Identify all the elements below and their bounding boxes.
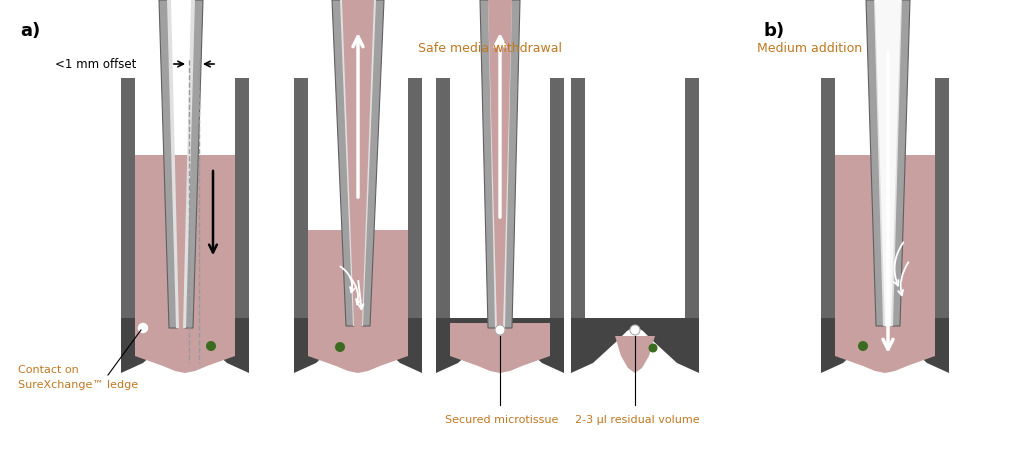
Polygon shape	[890, 0, 902, 326]
Circle shape	[335, 342, 345, 352]
Circle shape	[630, 325, 640, 335]
Text: <1 mm offset: <1 mm offset	[55, 58, 137, 70]
Polygon shape	[571, 318, 699, 373]
Polygon shape	[502, 0, 512, 328]
Polygon shape	[488, 0, 498, 328]
Polygon shape	[362, 0, 384, 326]
Polygon shape	[892, 0, 910, 326]
Polygon shape	[874, 0, 886, 326]
Bar	[235, 78, 249, 318]
Circle shape	[495, 325, 505, 335]
Polygon shape	[185, 0, 203, 328]
Bar	[408, 78, 422, 318]
Polygon shape	[615, 336, 655, 373]
Bar	[935, 78, 949, 318]
Circle shape	[206, 341, 216, 351]
Polygon shape	[488, 0, 512, 328]
Polygon shape	[504, 0, 520, 328]
Polygon shape	[294, 318, 422, 373]
Text: Contact on: Contact on	[18, 365, 79, 375]
Bar	[294, 78, 308, 318]
Polygon shape	[340, 0, 356, 326]
Bar	[571, 78, 585, 318]
Text: Safe media withdrawal: Safe media withdrawal	[418, 42, 562, 55]
Polygon shape	[480, 0, 496, 328]
Bar	[436, 78, 450, 318]
Polygon shape	[308, 230, 408, 373]
Text: b): b)	[763, 22, 784, 40]
Polygon shape	[450, 323, 550, 373]
Bar	[550, 78, 564, 318]
Polygon shape	[360, 0, 376, 326]
Bar	[685, 78, 699, 318]
Polygon shape	[835, 155, 935, 373]
Circle shape	[648, 344, 658, 352]
Polygon shape	[332, 0, 354, 326]
Polygon shape	[159, 0, 177, 328]
Polygon shape	[121, 318, 249, 373]
Text: a): a)	[20, 22, 40, 40]
Polygon shape	[875, 0, 901, 326]
Bar	[121, 78, 135, 318]
Polygon shape	[821, 318, 949, 373]
Text: 2-3 µl residual volume: 2-3 µl residual volume	[575, 415, 699, 425]
Polygon shape	[183, 0, 195, 328]
Circle shape	[858, 341, 868, 351]
Text: Medium addition: Medium addition	[758, 42, 863, 55]
Polygon shape	[866, 0, 884, 326]
Polygon shape	[135, 155, 235, 373]
Circle shape	[139, 324, 147, 333]
Polygon shape	[436, 318, 564, 373]
Text: SureXchange™ ledge: SureXchange™ ledge	[18, 380, 138, 390]
Text: Secured microtissue: Secured microtissue	[445, 415, 558, 425]
Polygon shape	[167, 0, 179, 328]
Bar	[821, 78, 835, 318]
Polygon shape	[342, 0, 374, 326]
